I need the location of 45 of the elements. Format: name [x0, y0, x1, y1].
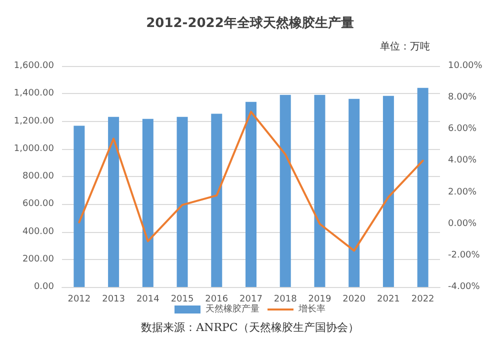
x-tick-label: 2017	[240, 294, 262, 304]
y-tick-label: 0.00	[34, 282, 54, 292]
y2-tick-label: 2.00%	[448, 187, 478, 198]
y-tick-label: 800.00	[22, 172, 54, 182]
x-tick-label: 2016	[205, 294, 228, 304]
y-tick-label: 1,000.00	[14, 144, 54, 154]
bar	[280, 94, 291, 287]
source-note: 数据来源：ANRPC（天然橡胶生产国协会）	[141, 321, 359, 334]
y-tick-label: 600.00	[22, 199, 54, 210]
line-series	[78, 110, 424, 252]
bar	[142, 118, 154, 287]
x-tick-label: 2018	[274, 294, 298, 304]
bar	[211, 114, 222, 287]
y2-tick-label: 4.00%	[448, 156, 478, 166]
x-tick-label: 2012	[68, 294, 91, 304]
x-tick-label: 2019	[308, 294, 332, 304]
y-tick-label: 200.00	[22, 254, 54, 264]
legend-label: 增长率	[298, 304, 326, 314]
bar	[246, 102, 256, 287]
bar	[176, 116, 188, 287]
y-tick-label: 1,400.00	[14, 88, 54, 99]
x-tick-label: 2014	[136, 294, 160, 304]
y2-tick-label: 10.00%	[448, 61, 483, 71]
y2-tick-label: -4.00%	[448, 282, 480, 292]
bar	[348, 98, 360, 287]
bar	[108, 116, 120, 287]
y2-tick-label: 0.00%	[448, 218, 478, 229]
text: 单位：万吨	[380, 40, 430, 52]
bar	[417, 88, 428, 287]
legend-label: 天然橡胶产量	[206, 304, 260, 314]
bar	[314, 94, 326, 287]
x-tick-label: 2021	[377, 294, 400, 304]
x-tick-label: 2020	[342, 294, 366, 304]
bar	[382, 96, 394, 287]
y-tick-label: 1,200.00	[14, 116, 54, 126]
y2-tick-label: 6.00%	[448, 124, 478, 134]
y2-tick-label: 8.00%	[448, 92, 478, 103]
y2-tick-label: -2.00%	[448, 250, 480, 260]
y-tick-label: 400.00	[22, 226, 54, 237]
x-tick-label: 2015	[170, 294, 194, 304]
x-tick-label: 2022	[411, 294, 434, 304]
x-tick-label: 2013	[102, 294, 125, 304]
bar	[74, 126, 85, 287]
chart-title: 2012-2022年全球天然橡胶生产量	[146, 15, 354, 31]
y-tick-label: 1,600.00	[14, 61, 54, 71]
